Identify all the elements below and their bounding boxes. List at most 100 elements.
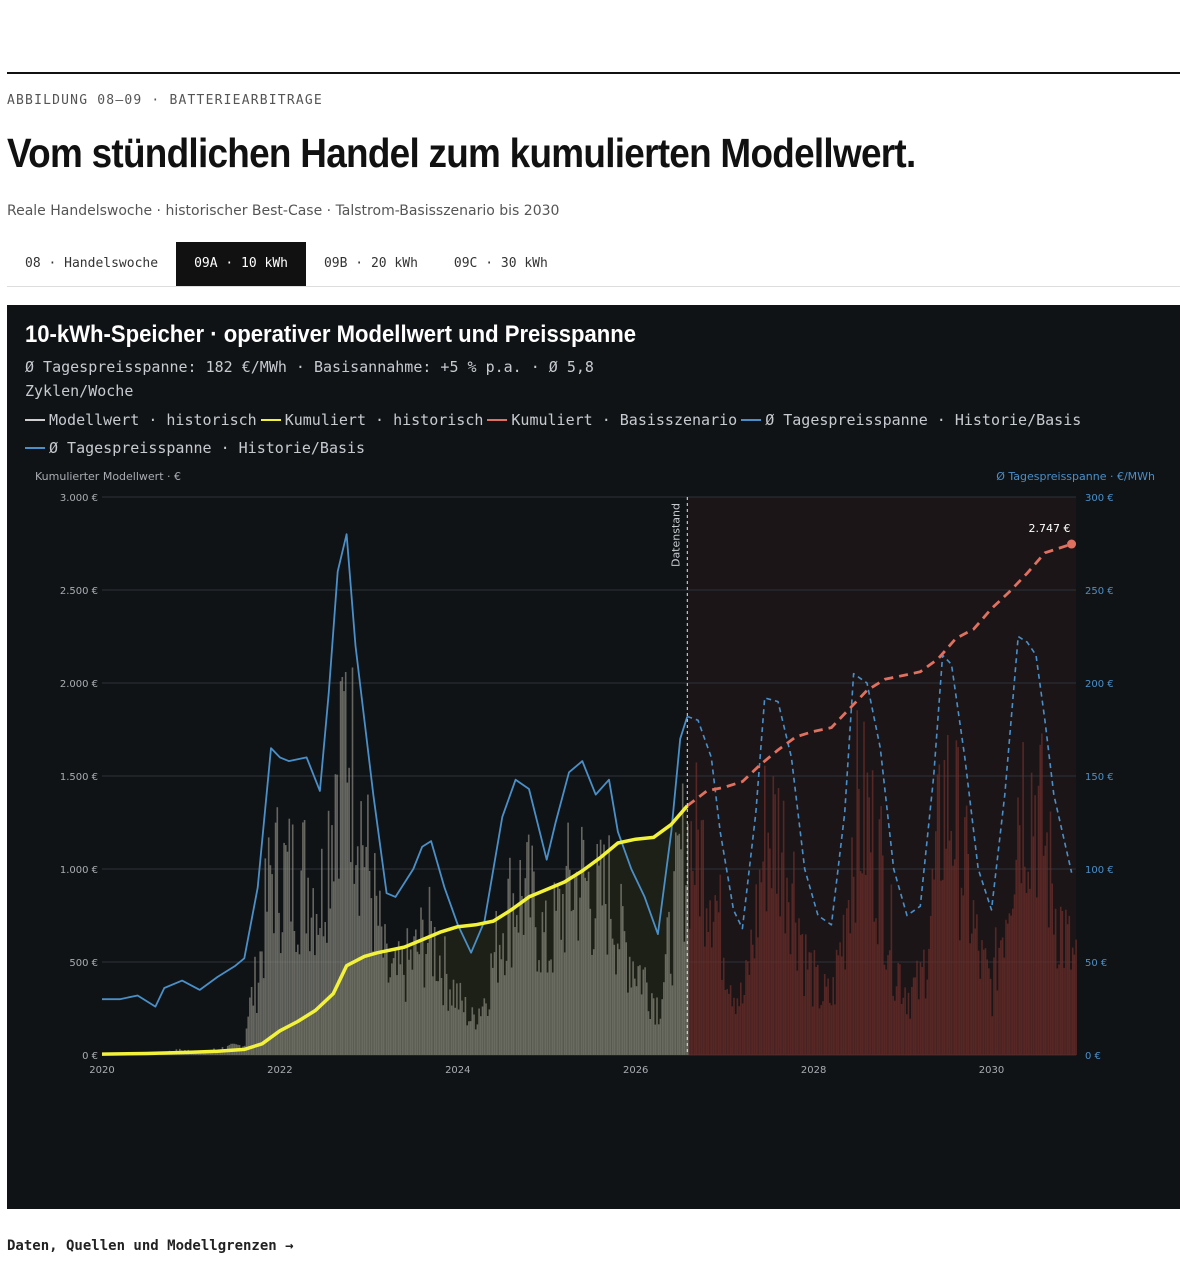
value-bar xyxy=(810,952,812,1055)
value-bar xyxy=(223,1050,226,1055)
value-bar xyxy=(336,774,338,1055)
legend-swatch xyxy=(25,419,45,421)
value-bar xyxy=(890,884,893,1055)
value-bar xyxy=(883,964,886,1055)
value-bar xyxy=(565,865,568,1055)
value-bar xyxy=(952,865,954,1055)
value-bar xyxy=(967,854,970,1055)
value-bar xyxy=(796,970,799,1055)
value-bar xyxy=(327,810,330,1055)
value-bar xyxy=(497,982,499,1055)
value-bar xyxy=(779,916,781,1055)
value-bar xyxy=(996,990,999,1055)
value-bar xyxy=(372,951,374,1055)
value-bar xyxy=(310,917,313,1055)
value-bar xyxy=(182,1051,184,1055)
value-bar xyxy=(736,998,739,1055)
value-bar xyxy=(194,1052,196,1055)
value-bar xyxy=(344,672,347,1055)
value-bar xyxy=(581,826,583,1055)
value-bar xyxy=(432,976,434,1055)
value-bar xyxy=(870,852,872,1055)
value-bar xyxy=(822,1001,824,1055)
value-bar xyxy=(801,934,804,1055)
value-bar xyxy=(955,740,958,1055)
tab-09c-30kwh[interactable]: 09C · 30 kWh xyxy=(453,256,548,271)
value-bar xyxy=(468,1021,470,1055)
y-left-tick-label: 1.500 € xyxy=(60,772,98,783)
tab-bar: 08 · Handelswoche 09A · 10 kWh 09B · 20 … xyxy=(7,242,1180,287)
legend-item-kumuliert-basis: Kumuliert · Basisszenario xyxy=(487,409,737,431)
value-bar xyxy=(218,1050,220,1055)
value-bar xyxy=(875,918,877,1055)
value-bar xyxy=(729,985,732,1055)
value-bar xyxy=(969,943,971,1055)
spread-hist-line xyxy=(102,533,689,1008)
value-bar xyxy=(389,977,391,1055)
value-bar xyxy=(921,967,923,1055)
value-bar xyxy=(245,1028,248,1055)
value-bar xyxy=(1022,742,1024,1055)
value-bar xyxy=(451,1005,453,1055)
value-bar xyxy=(454,1007,456,1055)
value-bar xyxy=(285,845,287,1055)
value-bar xyxy=(757,937,759,1055)
value-bar xyxy=(740,982,742,1055)
value-bar xyxy=(305,933,308,1055)
value-bar xyxy=(235,1044,237,1055)
value-bar xyxy=(618,949,621,1055)
value-bar xyxy=(762,861,764,1055)
value-bar xyxy=(837,955,840,1055)
value-bar xyxy=(1047,927,1050,1055)
value-bar xyxy=(562,894,564,1055)
value-bar xyxy=(604,904,607,1055)
value-bar xyxy=(132,1054,135,1055)
value-bar xyxy=(524,878,527,1055)
value-bar xyxy=(259,951,261,1055)
value-bar xyxy=(254,956,256,1055)
data-sources-link[interactable]: Daten, Quellen und Modellgrenzen → xyxy=(7,1238,294,1254)
value-bar xyxy=(435,981,438,1055)
value-bar xyxy=(167,1052,169,1055)
value-bar xyxy=(994,927,997,1055)
value-bar xyxy=(1000,940,1002,1055)
value-bar xyxy=(945,848,947,1055)
value-bar xyxy=(993,957,995,1055)
value-bar xyxy=(854,922,857,1055)
value-bar xyxy=(309,951,311,1055)
value-bar xyxy=(545,900,547,1055)
value-bar xyxy=(1068,915,1071,1055)
value-bar xyxy=(772,776,775,1055)
value-bar xyxy=(632,961,634,1055)
value-bar xyxy=(683,941,686,1055)
tab-handelswoche[interactable]: 08 · Handelswoche xyxy=(25,256,159,271)
value-bar xyxy=(249,997,251,1055)
value-bar xyxy=(726,989,728,1055)
value-bar xyxy=(317,934,320,1055)
value-bar xyxy=(647,1011,650,1055)
legend-swatch xyxy=(741,419,762,421)
value-bar xyxy=(420,907,422,1055)
value-bar xyxy=(567,822,569,1055)
value-bar xyxy=(216,1049,219,1055)
tab-09b-20kwh[interactable]: 09B · 20 kWh xyxy=(323,256,418,271)
value-bar xyxy=(1070,969,1072,1055)
value-bar xyxy=(257,982,260,1055)
value-bar xyxy=(906,1014,908,1055)
value-bar xyxy=(387,982,390,1055)
value-bar xyxy=(459,982,462,1055)
value-bar xyxy=(319,928,321,1055)
legend-label: Kumuliert · Basisszenario xyxy=(511,411,738,429)
value-bar xyxy=(488,1009,491,1055)
value-bar xyxy=(704,946,706,1055)
value-bar xyxy=(579,897,581,1055)
value-bar xyxy=(334,774,337,1055)
value-bar xyxy=(517,932,520,1055)
value-bar xyxy=(750,929,752,1055)
value-bar xyxy=(397,941,400,1055)
value-bar xyxy=(899,964,901,1055)
value-bar xyxy=(745,960,747,1055)
value-bar xyxy=(986,959,988,1055)
value-bar xyxy=(214,1050,217,1055)
tab-09a-10kwh[interactable]: 09A · 10 kWh xyxy=(176,242,306,286)
